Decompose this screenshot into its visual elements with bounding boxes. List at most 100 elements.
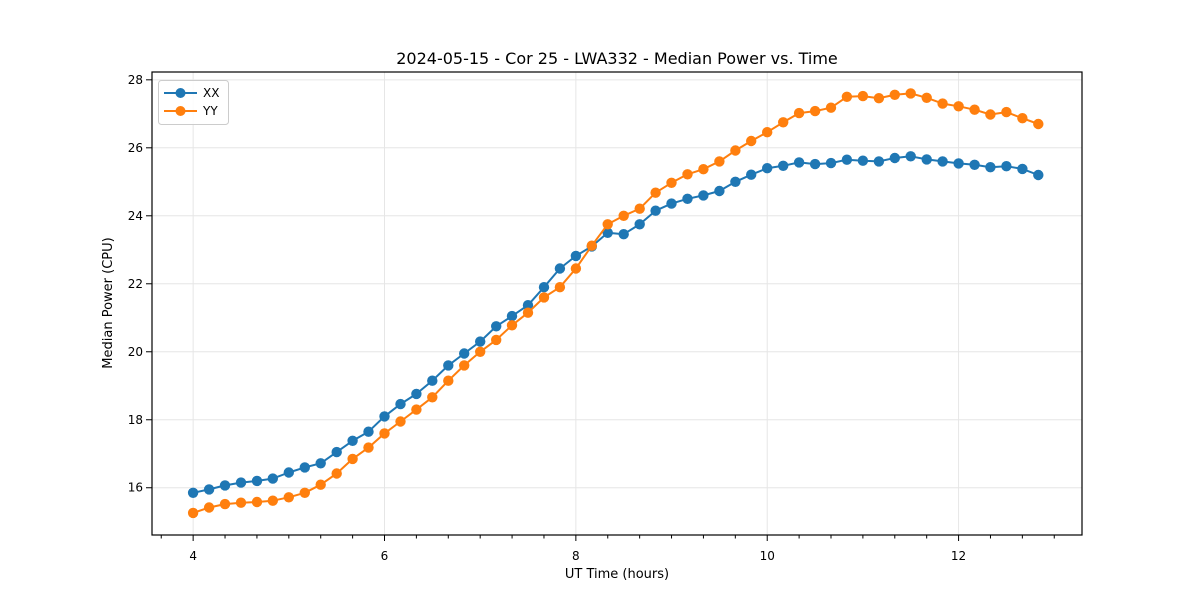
data-point-xx	[618, 229, 629, 240]
series-layer	[187, 88, 1044, 519]
data-point-yy	[443, 375, 454, 386]
y-tick-label: 16	[128, 481, 143, 495]
data-point-xx	[538, 282, 550, 293]
data-point-xx	[937, 156, 948, 167]
data-point-xx	[650, 205, 661, 216]
data-point-xx	[921, 154, 932, 165]
data-point-xx	[873, 156, 885, 167]
x-tick-label: 8	[572, 549, 580, 563]
data-point-xx	[825, 157, 837, 169]
data-point-yy	[1017, 113, 1028, 124]
data-point-xx	[1017, 163, 1028, 175]
data-point-yy	[634, 203, 645, 214]
data-point-yy	[491, 334, 502, 346]
data-point-yy	[1001, 106, 1012, 118]
data-point-yy	[347, 453, 358, 465]
data-point-xx	[347, 435, 358, 446]
data-point-xx	[267, 473, 278, 484]
data-point-yy	[538, 292, 550, 303]
data-point-yy	[825, 102, 837, 113]
y-tick-label: 24	[128, 209, 143, 223]
data-point-yy	[714, 156, 725, 167]
data-point-xx	[730, 176, 741, 187]
data-point-yy	[395, 416, 406, 427]
data-point-xx	[443, 360, 454, 371]
data-point-yy	[762, 127, 773, 138]
data-point-yy	[1033, 118, 1044, 130]
series-line-xx	[192, 155, 1039, 494]
data-point-xx	[475, 336, 486, 347]
data-point-yy	[602, 219, 613, 230]
data-point-xx	[395, 398, 406, 410]
y-axis-label: Median Power (CPU)	[101, 237, 116, 368]
data-point-yy	[411, 404, 422, 415]
data-point-xx	[905, 151, 916, 162]
data-point-xx	[331, 446, 342, 458]
y-tick-label: 20	[128, 345, 143, 359]
data-point-xx	[682, 193, 693, 204]
data-point-xx	[698, 190, 709, 201]
data-point-yy	[331, 468, 342, 479]
data-point-xx	[602, 227, 613, 238]
data-point-xx	[187, 487, 199, 498]
data-point-yy	[746, 135, 757, 147]
data-point-xx	[985, 162, 996, 173]
data-point-yy	[650, 187, 661, 198]
data-point-xx	[203, 484, 215, 495]
data-point-xx	[299, 462, 310, 473]
data-point-xx	[778, 160, 789, 171]
data-point-xx	[411, 388, 422, 400]
x-tick-label: 10	[760, 549, 775, 563]
data-point-xx	[459, 348, 470, 359]
data-point-yy	[427, 392, 438, 403]
legend-marker-xx	[175, 88, 186, 98]
data-point-yy	[778, 117, 789, 128]
data-point-yy	[267, 495, 278, 506]
chart-title: 2024-05-15 - Cor 25 - LWA332 - Median Po…	[396, 49, 838, 68]
data-point-xx	[857, 155, 869, 166]
x-tick-label: 6	[381, 549, 389, 563]
data-point-xx	[809, 158, 821, 170]
legend-item-xx: XX	[164, 86, 219, 100]
data-point-yy	[475, 346, 486, 357]
data-point-xx	[219, 480, 231, 491]
data-point-yy	[682, 169, 693, 180]
data-point-yy	[969, 104, 980, 115]
y-tick-label: 22	[128, 277, 143, 291]
data-point-xx	[506, 310, 518, 322]
plot-area-border	[151, 71, 1083, 536]
data-point-xx	[793, 157, 805, 168]
data-point-yy	[187, 507, 199, 519]
data-point-yy	[554, 282, 566, 293]
y-tick-label: 28	[128, 73, 143, 87]
data-point-yy	[522, 307, 534, 318]
data-point-yy	[809, 105, 821, 117]
data-point-yy	[937, 98, 948, 109]
data-point-xx	[570, 250, 582, 262]
data-point-yy	[921, 92, 932, 104]
data-point-xx	[666, 198, 677, 209]
data-point-yy	[985, 109, 996, 120]
tick-labels: 4 6 8 10 12 16 18 20 22 24 26 28	[128, 73, 966, 563]
data-point-yy	[618, 210, 629, 221]
data-point-xx	[762, 163, 773, 174]
data-point-xx	[953, 158, 964, 169]
ticks	[146, 79, 1055, 541]
data-point-xx	[714, 185, 725, 197]
data-point-yy	[363, 442, 374, 453]
data-point-xx	[522, 300, 534, 311]
data-point-xx	[634, 219, 645, 230]
data-point-yy	[586, 240, 597, 251]
data-point-yy	[841, 91, 853, 103]
grid	[152, 72, 1082, 535]
x-axis-label: UT Time (hours)	[565, 567, 669, 582]
x-tick-label: 4	[189, 549, 197, 563]
data-point-yy	[889, 89, 900, 101]
data-point-xx	[379, 411, 390, 422]
data-point-yy	[857, 90, 869, 102]
data-point-xx	[427, 375, 438, 386]
data-point-xx	[746, 169, 757, 180]
data-point-yy	[698, 164, 709, 175]
